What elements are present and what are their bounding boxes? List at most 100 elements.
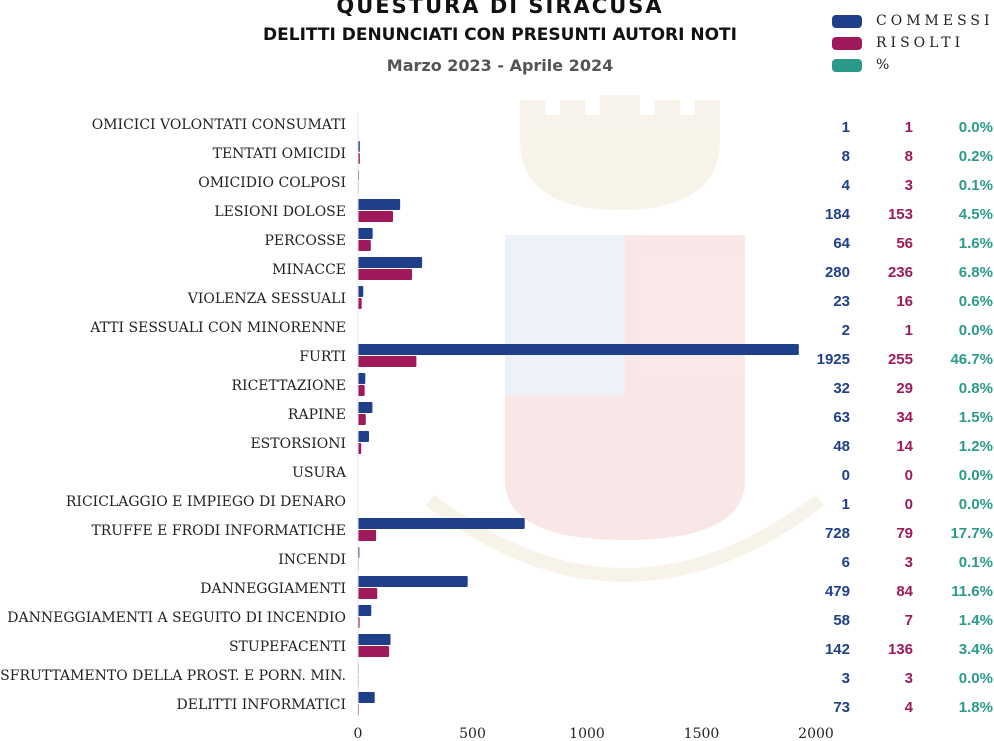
value-percent: 0.0% [959, 670, 993, 687]
value-commessi: 6 [842, 554, 850, 571]
x-tick-label: 1500 [684, 726, 720, 741]
bar-risolti [358, 385, 365, 396]
value-risolti: 16 [896, 293, 913, 310]
value-risolti: 153 [888, 206, 913, 223]
category-label: USURA [292, 465, 347, 481]
category-label: PERCOSSE [264, 233, 346, 249]
value-risolti: 3 [905, 670, 913, 687]
bar-commessi [358, 402, 373, 413]
bar-commessi [358, 373, 366, 384]
value-commessi: 2 [842, 322, 850, 339]
value-percent: 0.0% [959, 496, 993, 513]
bar-risolti [358, 211, 394, 222]
category-label: MINACCE [272, 262, 346, 278]
value-percent: 1.5% [959, 409, 993, 426]
legend-swatch-percent [832, 58, 862, 72]
bar-commessi [358, 605, 372, 616]
value-percent: 1.8% [959, 699, 993, 716]
category-label: FURTI [299, 349, 346, 365]
value-percent: 17.7% [950, 525, 993, 542]
value-percent: 4.5% [959, 206, 993, 223]
x-tick-label: 500 [459, 726, 486, 741]
bar-commessi [358, 199, 401, 210]
value-percent: 1.4% [959, 612, 993, 629]
value-percent: 0.0% [959, 119, 993, 136]
value-commessi: 64 [833, 235, 850, 252]
category-label: RICETTAZIONE [232, 378, 347, 394]
value-percent: 3.4% [959, 641, 993, 658]
value-percent: 6.8% [959, 264, 993, 281]
value-commessi: 184 [825, 206, 851, 223]
value-risolti: 0 [905, 496, 913, 513]
value-commessi: 1 [842, 119, 850, 136]
value-commessi: 8 [842, 148, 850, 165]
value-commessi: 32 [833, 380, 850, 397]
legend-item-commessi: COMMESSI [832, 10, 994, 32]
chart-title: QUESTURA DI SIRACUSA [336, 0, 664, 18]
bar-commessi [358, 518, 525, 529]
x-tick-label: 0 [354, 726, 363, 741]
bar-risolti [358, 414, 366, 425]
value-risolti: 29 [896, 380, 913, 397]
category-label: SFRUTTAMENTO DELLA PROST. E PORN. MIN. [0, 668, 346, 684]
value-percent: 46.7% [950, 351, 993, 368]
legend-swatch-commessi [832, 14, 862, 28]
legend: COMMESSI RISOLTI % [832, 10, 994, 76]
value-commessi: 142 [825, 641, 850, 658]
bar-risolti [358, 646, 390, 657]
value-commessi: 4 [842, 177, 851, 194]
value-risolti: 1 [905, 322, 913, 339]
category-label: DELITTI INFORMATICI [177, 697, 347, 713]
value-commessi: 1 [842, 496, 850, 513]
value-percent: 0.8% [959, 380, 993, 397]
bar-commessi [358, 634, 391, 645]
value-percent: 0.2% [959, 148, 993, 165]
value-risolti: 34 [896, 409, 913, 426]
bar-commessi [358, 286, 364, 297]
category-label: TRUFFE E FRODI INFORMATICHE [91, 523, 346, 539]
value-percent: 11.6% [951, 583, 993, 600]
bar-commessi [358, 431, 369, 442]
legend-label-risolti: RISOLTI [876, 35, 965, 51]
legend-swatch-risolti [832, 36, 862, 50]
value-risolti: 56 [896, 235, 913, 252]
category-label: DANNEGGIAMENTI [200, 581, 346, 597]
value-percent: 0.6% [959, 293, 993, 310]
x-tick-label: 2000 [798, 726, 834, 741]
bar-commessi [358, 228, 373, 239]
category-label: OMICICI VOLONTATI CONSUMATI [92, 117, 346, 133]
category-label: DANNEGGIAMENTI A SEGUITO DI INCENDIO [7, 610, 346, 626]
value-percent: 0.0% [959, 322, 993, 339]
value-percent: 0.0% [959, 467, 993, 484]
police-crest-watermark [425, 95, 825, 582]
legend-label-commessi: COMMESSI [876, 13, 994, 29]
bar-risolti [358, 269, 413, 280]
value-commessi: 23 [833, 293, 850, 310]
value-commessi: 280 [825, 264, 850, 281]
value-commessi: 3 [842, 670, 850, 687]
bar-commessi [358, 344, 799, 355]
category-label: RICICLAGGIO E IMPIEGO DI DENARO [66, 494, 346, 510]
value-risolti: 3 [905, 177, 913, 194]
value-commessi: 728 [825, 525, 850, 542]
chart-period: Marzo 2023 - Aprile 2024 [386, 56, 614, 75]
value-commessi: 1925 [817, 351, 850, 368]
value-percent: 1.2% [959, 438, 993, 455]
bar-risolti [358, 298, 362, 309]
value-commessi: 0 [842, 467, 850, 484]
shield-quarter [505, 235, 625, 395]
ribbon-shape [425, 494, 825, 582]
crown-shape [520, 95, 720, 210]
bar-commessi [358, 257, 423, 268]
bar-risolti [358, 443, 362, 454]
value-risolti: 0 [905, 467, 913, 484]
value-commessi: 63 [833, 409, 850, 426]
category-label: ATTI SESSUALI CON MINORENNE [89, 320, 346, 336]
bar-risolti [358, 530, 377, 541]
value-percent: 0.1% [959, 554, 993, 571]
category-label: OMICIDIO COLPOSI [198, 175, 346, 191]
value-risolti: 7 [905, 612, 913, 629]
value-risolti: 4 [905, 699, 914, 716]
bar-risolti [358, 356, 417, 367]
